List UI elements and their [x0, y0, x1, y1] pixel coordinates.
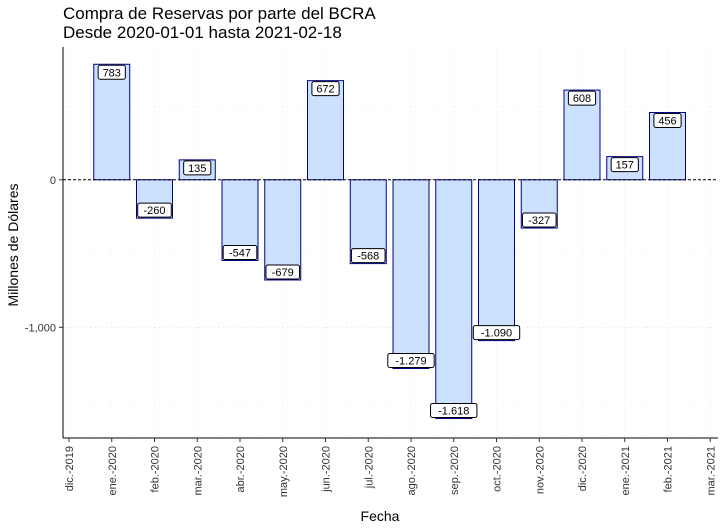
x-tick-label: oct.-2020: [492, 446, 504, 492]
value-label-box: [653, 113, 682, 129]
value-label-box: [567, 90, 597, 106]
x-tick-label: sep.-2020: [449, 446, 461, 495]
x-tick-label: mar.-2021: [705, 446, 717, 496]
value-label: -568: [350, 248, 386, 264]
value-label-box: [183, 160, 212, 176]
bar: [264, 179, 302, 281]
value-label-text: -568: [357, 251, 379, 263]
value-label-box: [265, 264, 301, 280]
x-tick-label: dic.-2020: [577, 446, 589, 491]
value-label: -327: [521, 212, 557, 228]
value-label-box: [350, 248, 386, 264]
value-label: 608: [567, 90, 597, 106]
value-label: 135: [183, 160, 212, 176]
x-tick-label: ago.-2020: [406, 446, 418, 496]
bar: [93, 63, 131, 181]
value-label-text: -1.618: [438, 406, 469, 418]
value-label-text: 135: [188, 163, 206, 175]
value-label-box: [521, 212, 557, 228]
chart-subtitle: Desde 2020-01-01 hasta 2021-02-18: [63, 23, 342, 42]
value-label-box: [137, 202, 172, 218]
value-label-text: 783: [103, 67, 121, 79]
value-label-text: -260: [143, 205, 165, 217]
value-label: -1.618: [430, 403, 478, 419]
x-tick-label: jun.-2020: [321, 446, 333, 493]
value-label-text: 672: [316, 84, 334, 96]
x-tick-label: abr.-2020: [235, 446, 247, 492]
value-label: 672: [311, 81, 340, 97]
x-tick-label: mar.-2020: [192, 446, 204, 496]
value-label-text: 157: [616, 160, 634, 172]
value-label-box: [97, 64, 126, 80]
value-label-text: -1.090: [481, 328, 512, 340]
x-tick-label: nov.-2020: [534, 446, 546, 494]
axes: -1,000 0 dic.-2019 ene.-2020 feb.-2020 mar.-2…: [25, 47, 718, 497]
chart-title: Compra de Reservas por parte del BCRA: [63, 4, 376, 23]
bar: [307, 80, 344, 181]
value-label-text: 456: [658, 116, 676, 128]
value-label-text: -1.279: [395, 356, 426, 368]
value-label: 783: [97, 64, 126, 80]
x-tick-label: ene.-2020: [107, 446, 119, 496]
value-label-box: [387, 353, 435, 369]
y-axis-title: Millones de Dólares: [5, 184, 21, 307]
value-label-box: [610, 157, 639, 173]
value-label-box: [472, 325, 521, 341]
data-labels: 783 -260 135 -547 -679 672 -568 -1.279 -1.618 -1.…: [97, 64, 682, 419]
value-label: -547: [222, 245, 258, 261]
x-tick-label: ene.-2021: [620, 446, 632, 496]
value-label-text: -547: [229, 248, 251, 260]
x-tick-label: may.-2020: [278, 446, 290, 497]
value-label-box: [222, 245, 258, 261]
bar: [435, 179, 473, 420]
grid: [63, 47, 718, 438]
x-tick-label: feb.-2021: [663, 446, 675, 492]
value-label-text: -679: [272, 267, 294, 279]
value-label-box: [430, 403, 478, 419]
x-axis-title: Fecha: [361, 508, 400, 524]
value-label: -679: [265, 264, 301, 280]
value-label-text: -327: [528, 215, 550, 227]
value-label: -1.279: [387, 353, 435, 369]
bar: [478, 179, 515, 342]
y-tick-label: -1,000: [25, 322, 56, 334]
value-label-text: 608: [573, 93, 591, 105]
value-label: -260: [137, 202, 172, 218]
value-label: -1.090: [472, 325, 521, 341]
x-tick-label: jul.-2020: [363, 446, 375, 489]
y-tick-label: 0: [50, 175, 56, 187]
x-tick-label: dic.-2019: [64, 446, 76, 491]
bar: [392, 179, 430, 370]
value-label: 157: [610, 157, 639, 173]
value-label: 456: [653, 113, 682, 129]
x-tick-label: feb.-2020: [150, 446, 162, 492]
value-label-box: [311, 81, 340, 97]
